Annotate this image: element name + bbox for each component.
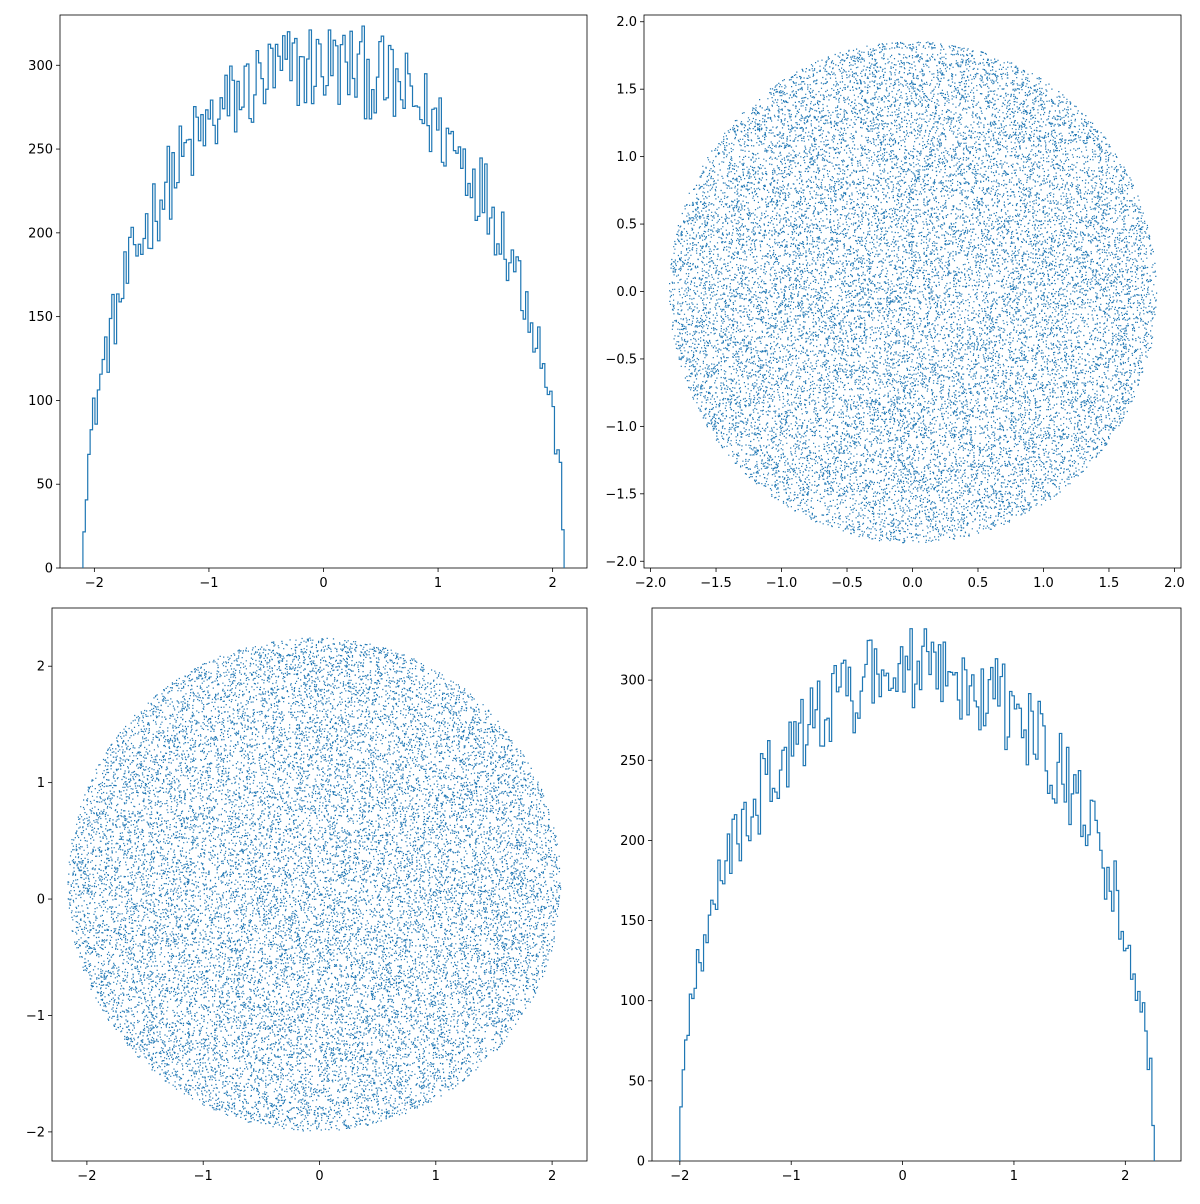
p2-y-tick-label-4: 2 [37, 660, 45, 675]
p3-x-tick-label-1: −1 [782, 1169, 801, 1184]
p2-x-tick-label-1: −1 [194, 1169, 213, 1184]
p0-x-tick-label-1: −1 [199, 576, 218, 591]
p2-x-tick-label-3: 1 [432, 1169, 440, 1184]
p3-axes-frame [651, 607, 1182, 1162]
p1-y-tick-label-7: 1.5 [616, 83, 637, 98]
p1-scatter-points [669, 41, 1158, 544]
p1-x-tick-label-1: −1.5 [700, 576, 732, 591]
histogram-bottom-right: −2 −1 0 1 2 0 50 100 150 200 250 300 [620, 607, 1182, 1184]
p2-x-tick-label-4: 2 [548, 1169, 556, 1184]
p3-x-tick-label-0: −2 [670, 1169, 689, 1184]
p1-x-tick-label-6: 1.0 [1033, 576, 1054, 591]
p1-x-tick-label-3: −0.5 [831, 576, 863, 591]
p1-y-tick-label-8: 2.0 [616, 15, 637, 30]
p0-y-tick-label-6: 300 [28, 59, 53, 74]
p1-x-tick-label-4: 0.0 [902, 576, 923, 591]
p3-y-tick-label-6: 300 [620, 674, 645, 689]
p0-y-tick-label-4: 200 [28, 226, 53, 241]
p0-y-tick-label-0: 0 [45, 562, 53, 577]
scatter-top-right: −2.0 −1.5 −1.0 −0.5 0.0 0.5 1.0 1.5 2.0 −2.0 −1.5 −… [605, 14, 1185, 591]
p3-x-tick-label-2: 0 [898, 1169, 906, 1184]
p1-x-tick-label-2: −1.0 [766, 576, 798, 591]
p3-y-tick-label-3: 150 [620, 914, 645, 929]
p2-y-tick-label-3: 1 [37, 776, 45, 791]
p1-x-tick-label-5: 0.5 [968, 576, 989, 591]
p3-x-tick-label-4: 2 [1121, 1169, 1129, 1184]
scatter-bottom-left: −2 −1 0 1 2 −2 −1 0 1 2 [26, 607, 588, 1184]
p2-y-tick-label-1: −1 [26, 1009, 45, 1024]
p0-y-tick-label-3: 150 [28, 310, 53, 325]
p1-x-tick-label-8: 2.0 [1164, 576, 1185, 591]
p1-y-tick-label-0: −2.0 [605, 555, 637, 570]
histogram-top-left: −2 −1 0 1 2 0 50 100 150 200 250 300 [28, 14, 588, 591]
p1-y-tick-label-4: 0.0 [616, 285, 637, 300]
p0-histogram-step-line [82, 25, 565, 568]
p3-y-tick-label-5: 250 [620, 754, 645, 769]
p2-x-tick-label-2: 0 [315, 1169, 323, 1184]
p0-x-tick-label-0: −2 [85, 576, 104, 591]
p1-y-tick-label-2: −1.0 [605, 420, 637, 435]
p0-x-tick-label-2: 0 [319, 576, 327, 591]
p1-y-tick-label-3: −0.5 [605, 352, 637, 367]
p3-y-tick-label-4: 200 [620, 834, 645, 849]
p2-y-tick-label-0: −2 [26, 1125, 45, 1140]
p2-y-tick-label-2: 0 [37, 893, 45, 908]
p0-x-tick-label-3: 1 [434, 576, 442, 591]
p0-axes-frame [59, 14, 588, 569]
p1-y-tick-label-5: 0.5 [616, 218, 637, 233]
p0-y-tick-label-2: 100 [28, 394, 53, 409]
p2-axes-frame [51, 607, 588, 1162]
p0-y-tick-label-1: 50 [36, 478, 53, 493]
p0-x-tick-label-4: 2 [548, 576, 556, 591]
p3-y-tick-label-0: 0 [637, 1155, 645, 1170]
p3-x-tick-label-3: 1 [1010, 1169, 1018, 1184]
p3-y-tick-label-1: 50 [628, 1074, 645, 1089]
p1-x-tick-label-0: −2.0 [635, 576, 667, 591]
p1-x-tick-label-7: 1.5 [1099, 576, 1120, 591]
p1-axes-frame [643, 14, 1182, 569]
p0-y-tick-label-5: 250 [28, 143, 53, 158]
p3-y-tick-label-2: 100 [620, 994, 645, 1009]
p1-y-tick-label-1: −1.5 [605, 487, 637, 502]
p2-x-tick-label-0: −2 [77, 1169, 96, 1184]
p3-histogram-step-line [679, 628, 1155, 1161]
p1-y-tick-label-6: 1.0 [616, 150, 637, 165]
